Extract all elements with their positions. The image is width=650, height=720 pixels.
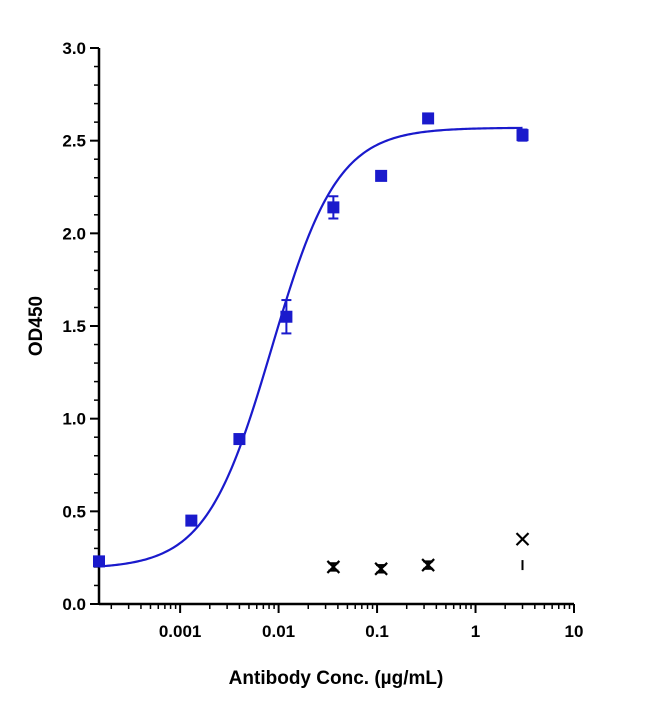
y-ticks: 0.0 0.5 1.0 1.5 2.0 2.5 3.0 xyxy=(62,39,99,614)
x-marker xyxy=(374,562,388,576)
square-marker xyxy=(185,514,198,527)
y-tick-label: 0.5 xyxy=(62,502,86,521)
x-marker xyxy=(515,532,530,546)
x-axis-title: Antibody Conc. (µg/mL) xyxy=(229,668,444,689)
square-marker xyxy=(93,555,105,568)
square-marker xyxy=(422,112,435,125)
x-tick-label: 0.01 xyxy=(262,622,295,641)
y-axis-title: OD450 xyxy=(26,296,47,356)
x-tick-label: 1 xyxy=(471,622,480,641)
y-tick-label: 0.0 xyxy=(62,595,86,614)
axes xyxy=(97,48,574,606)
y-tick-label: 1.5 xyxy=(62,317,86,336)
x-marker xyxy=(326,560,341,574)
square-marker xyxy=(327,195,340,220)
y-tick-label: 3.0 xyxy=(62,39,86,58)
x-tick-label: 0.1 xyxy=(365,622,389,641)
square-marker xyxy=(516,128,529,142)
square-marker xyxy=(280,299,293,335)
x-ticks: 0.001 0.01 0.1 1 10 xyxy=(110,604,584,641)
square-marker xyxy=(233,433,246,446)
fit-curve xyxy=(98,126,523,568)
x-marker xyxy=(421,558,435,572)
square-marker xyxy=(375,169,388,182)
x-tick-label: 0.001 xyxy=(159,622,202,641)
y-tick-label: 2.5 xyxy=(62,132,86,151)
data-points xyxy=(93,112,530,576)
y-tick-label: 2.0 xyxy=(62,224,86,243)
x-tick-label: 10 xyxy=(565,622,584,641)
y-tick-label: 1.0 xyxy=(62,410,86,429)
